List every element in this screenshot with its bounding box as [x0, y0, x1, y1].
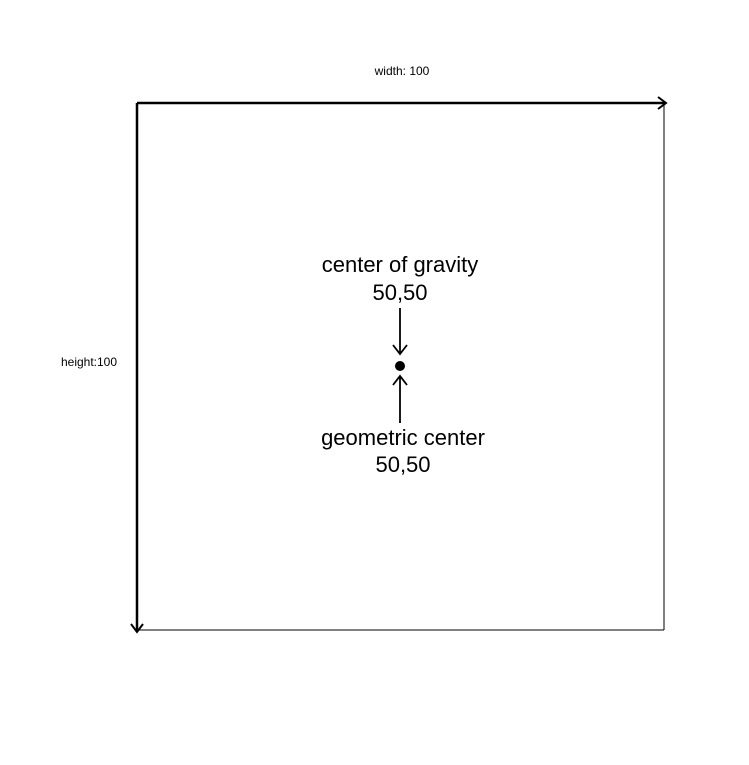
width-label: width: 100	[374, 64, 430, 78]
height-axis-arrow	[130, 103, 144, 634]
center-of-gravity-title: center of gravity	[322, 252, 479, 277]
width-axis-arrow	[137, 96, 668, 110]
geometric-center-title: geometric center	[321, 425, 485, 450]
down-arrow	[392, 308, 408, 356]
up-arrow	[392, 374, 408, 423]
center-point	[395, 361, 405, 371]
geometric-center-coords: 50,50	[375, 452, 430, 477]
center-of-gravity-coords: 50,50	[372, 280, 427, 305]
height-label: height:100	[61, 355, 117, 369]
